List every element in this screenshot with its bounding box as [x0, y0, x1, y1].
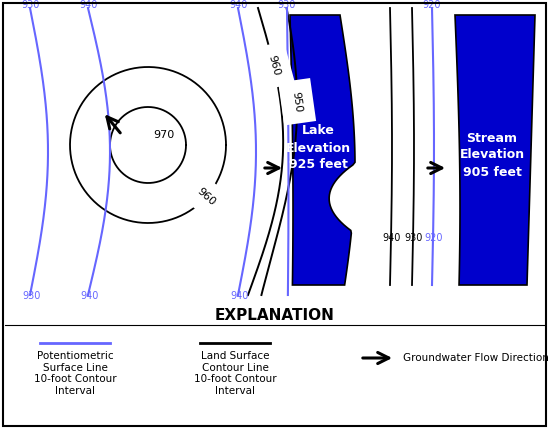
Text: 920: 920 — [424, 233, 442, 243]
Text: 930: 930 — [21, 0, 40, 10]
Text: 950: 950 — [291, 91, 304, 113]
Text: Lake
Elevation
925 feet: Lake Elevation 925 feet — [285, 124, 350, 172]
Text: 940: 940 — [230, 0, 248, 10]
Text: Stream
Elevation
905 feet: Stream Elevation 905 feet — [459, 132, 525, 178]
Text: 930: 930 — [404, 233, 422, 243]
Text: 940: 940 — [80, 291, 98, 301]
Text: 940: 940 — [80, 0, 98, 10]
Polygon shape — [290, 15, 355, 285]
Text: 940: 940 — [382, 233, 400, 243]
Polygon shape — [455, 15, 535, 285]
Text: 920: 920 — [423, 0, 441, 10]
Text: 930: 930 — [22, 291, 40, 301]
Text: 940: 940 — [230, 291, 248, 301]
Text: 930: 930 — [278, 0, 296, 10]
Text: 960: 960 — [266, 54, 281, 77]
Text: 960: 960 — [195, 186, 217, 208]
Text: EXPLANATION: EXPLANATION — [215, 308, 335, 323]
Text: 970: 970 — [153, 130, 174, 140]
Text: Land Surface
Contour Line
10-foot Contour
Interval: Land Surface Contour Line 10-foot Contou… — [194, 351, 276, 396]
Text: Groundwater Flow Direction: Groundwater Flow Direction — [403, 353, 549, 363]
Text: Potentiometric
Surface Line
10-foot Contour
Interval: Potentiometric Surface Line 10-foot Cont… — [34, 351, 116, 396]
